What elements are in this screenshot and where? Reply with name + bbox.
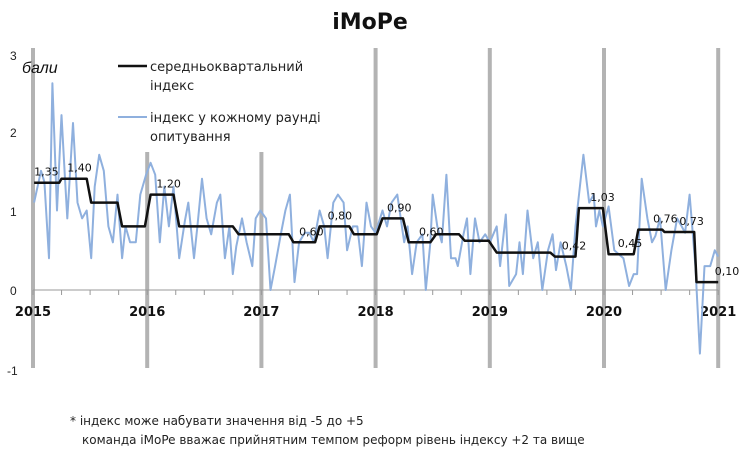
y-tick-label: 1 — [10, 205, 17, 219]
data-label: 0,80 — [328, 209, 353, 222]
x-tick-label: 2018 — [358, 305, 394, 320]
data-labels: 1,35 1,40 1,20 0,60 0,80 0,90 0,60 0,42 1,03 0,45… — [34, 162, 739, 278]
legend-label: індекс — [150, 79, 194, 94]
y-axis-unit: бали — [22, 60, 58, 77]
series — [33, 82, 720, 355]
legend: середньоквартальний індекс індекс у кожн… — [118, 60, 321, 145]
quarterly-average-line — [34, 177, 719, 284]
data-label: 1,40 — [67, 162, 92, 175]
x-tick-label: 2016 — [129, 305, 165, 320]
x-tick-label: 2017 — [243, 305, 279, 320]
y-tick-label: -1 — [7, 364, 18, 378]
data-label: 1,03 — [590, 191, 615, 204]
x-tick-label: 2015 — [15, 305, 51, 320]
data-label: 0,76 — [653, 213, 678, 226]
x-tick-label: 2021 — [700, 305, 736, 320]
survey-round-line — [33, 82, 720, 355]
legend-label: середньоквартальний — [150, 60, 303, 75]
legend-label: опитування — [150, 130, 231, 145]
data-label: 0,10 — [715, 265, 740, 278]
data-label: 0,42 — [562, 240, 587, 253]
y-tick-label: 2 — [10, 126, 17, 140]
year-bars — [31, 48, 721, 368]
y-tick-label: 0 — [10, 284, 17, 298]
footnote-line: * індекс може набувати значення від -5 д… — [70, 414, 364, 428]
data-label: 0,73 — [679, 215, 704, 228]
data-label: 0,60 — [299, 225, 324, 238]
x-axis — [32, 289, 719, 295]
data-label: 1,20 — [156, 178, 181, 191]
legend-label: індекс у кожному раунді — [150, 111, 321, 126]
data-label: 0,45 — [618, 237, 643, 250]
data-label: 0,90 — [387, 201, 412, 214]
x-tick-labels: 2015 2016 2017 2018 2019 2020 2021 — [15, 305, 736, 320]
data-label: 0,60 — [419, 225, 444, 238]
footnote-line: команда iMoPe вважає прийнятним темпом р… — [82, 433, 585, 447]
x-tick-label: 2019 — [472, 305, 508, 320]
data-label: 1,35 — [34, 166, 59, 179]
chart-title: iMoPe — [332, 10, 408, 35]
y-axis: 3 2 1 0 -1 — [7, 49, 18, 378]
y-tick-label: 3 — [10, 49, 17, 63]
x-tick-label: 2020 — [586, 305, 622, 320]
